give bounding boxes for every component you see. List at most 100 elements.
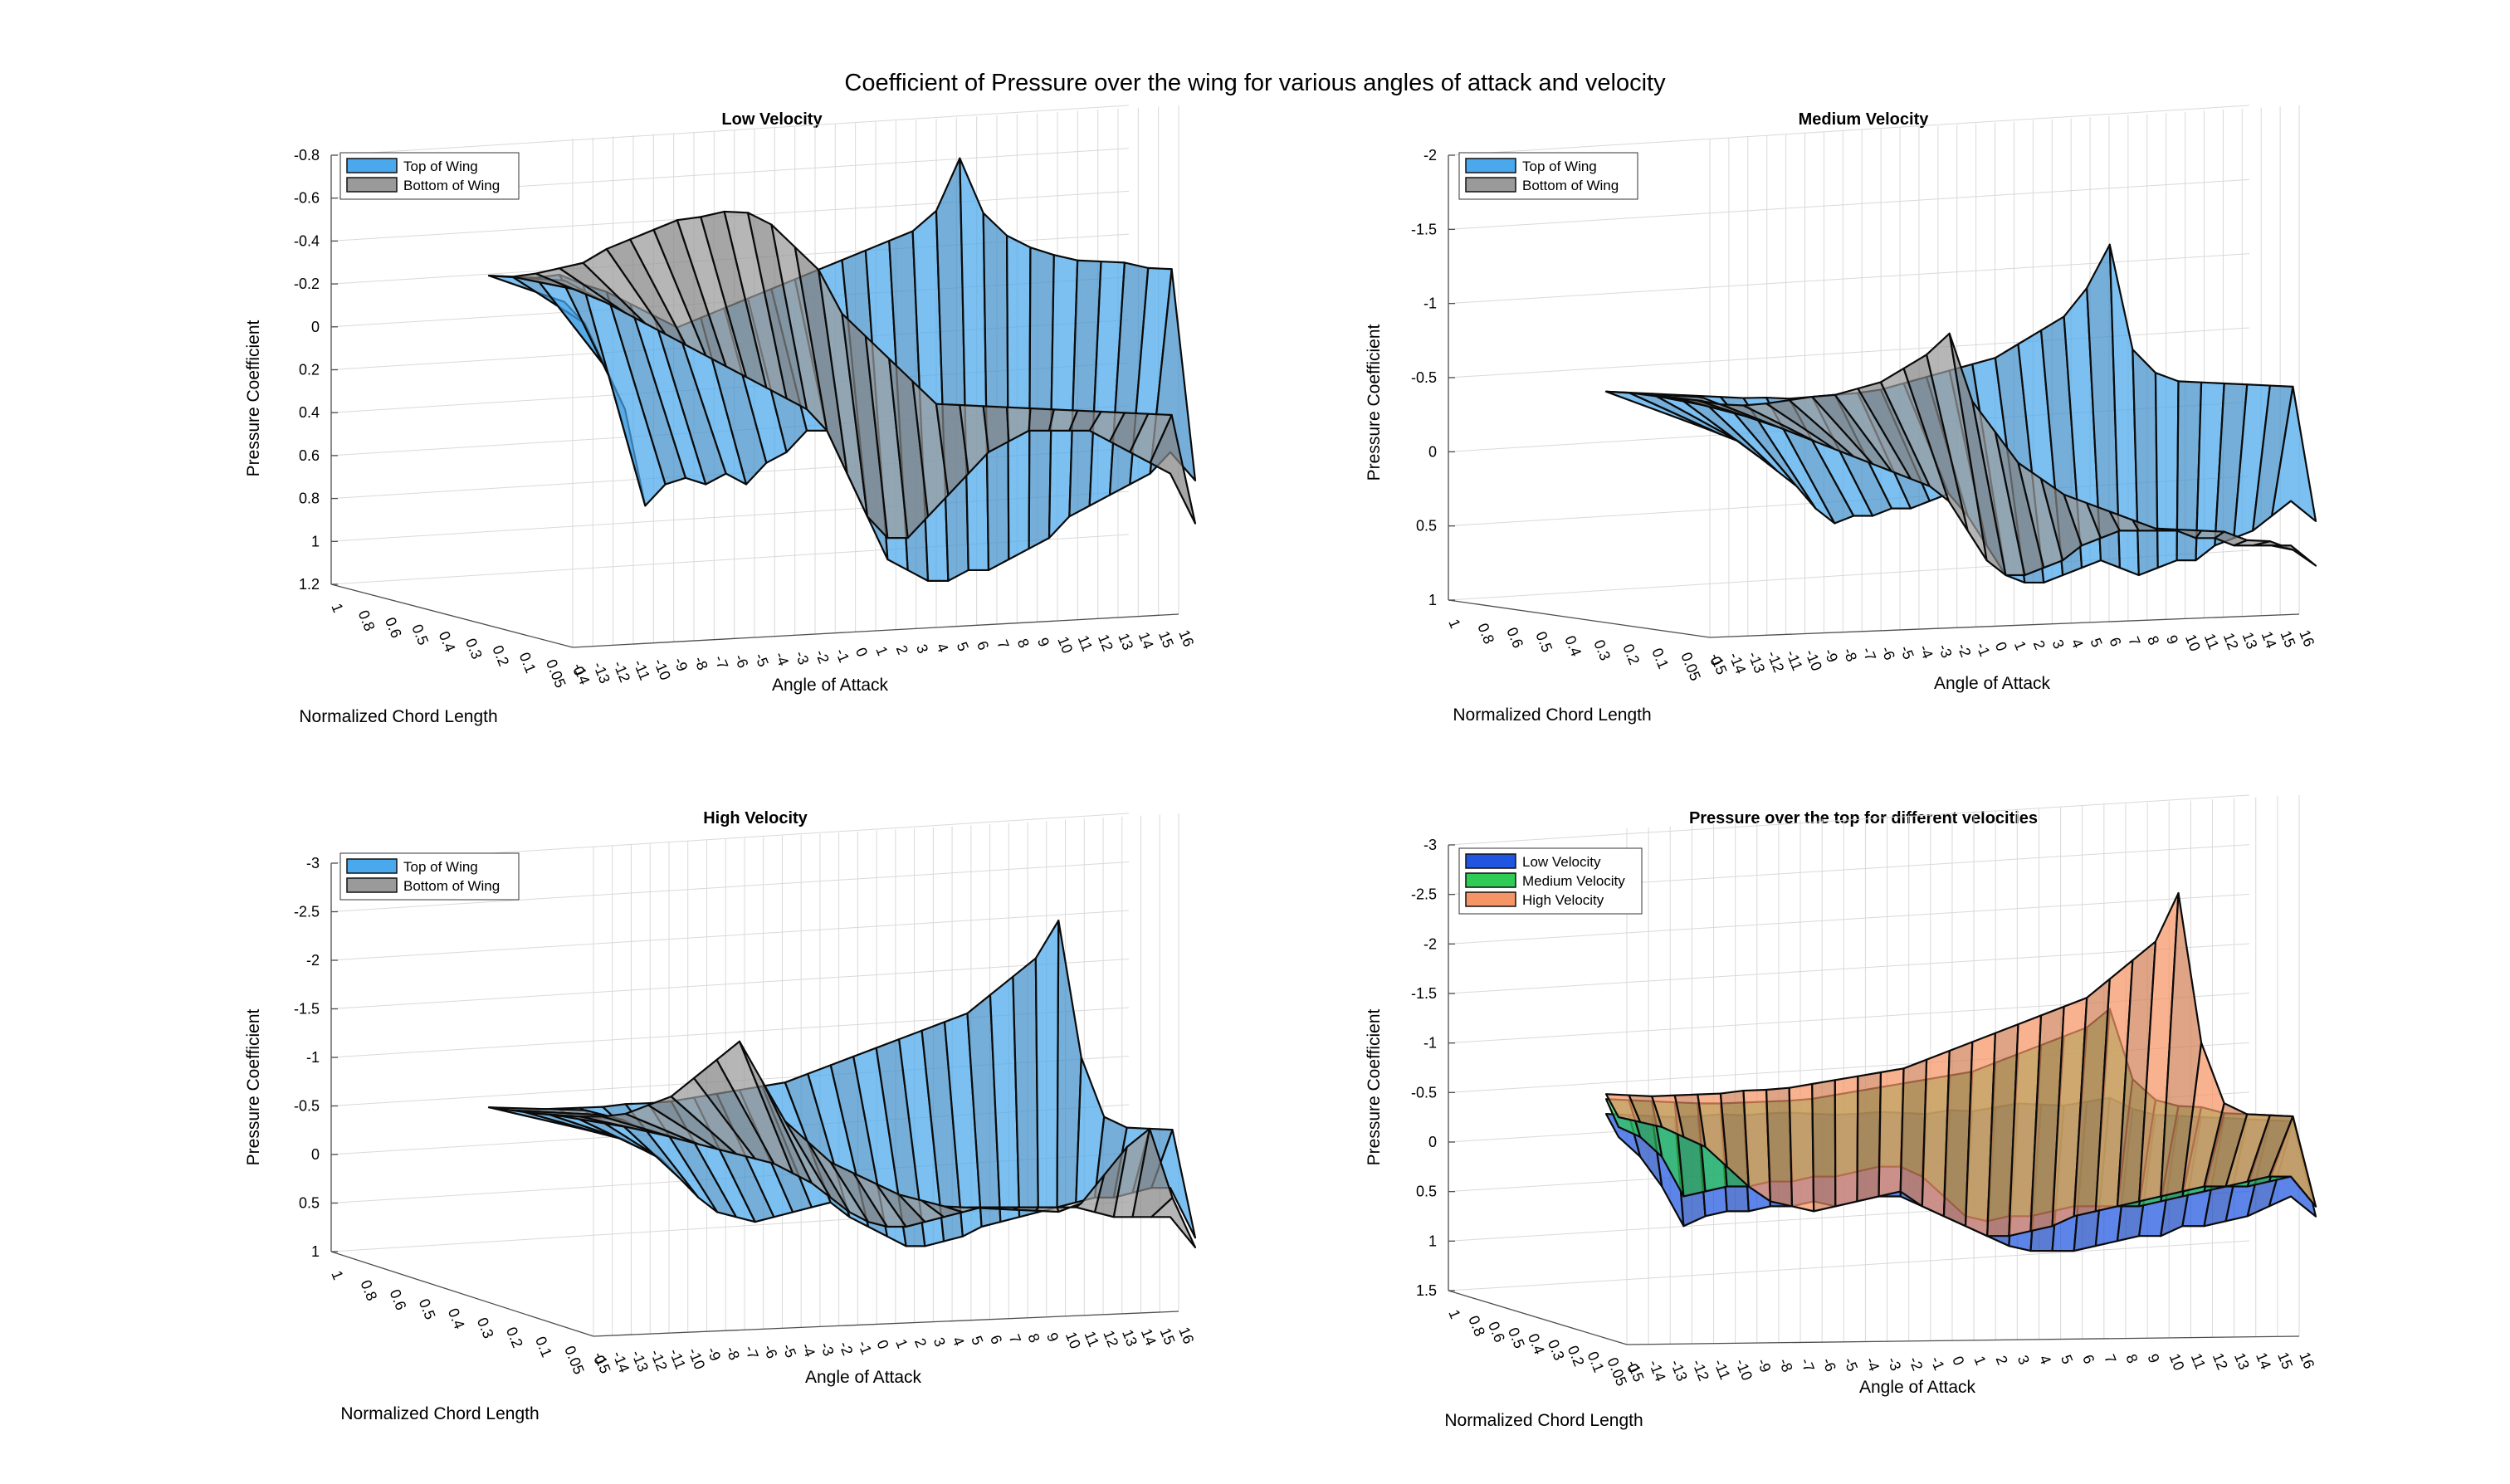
z-tick-label: 1.5 <box>1416 1282 1437 1299</box>
angle-tick-label: -12 <box>1764 648 1787 675</box>
surface-bottom-of-wing <box>1604 332 2317 577</box>
surface-bottom-of-wing <box>487 1040 1197 1249</box>
surface-panel <box>2270 544 2317 567</box>
chord-tick-label: 0.6 <box>1485 1319 1508 1345</box>
chord-axis-line <box>1448 599 1711 638</box>
z-tick-label: 1 <box>311 533 320 549</box>
z-tick-label: -0.5 <box>1411 1084 1437 1101</box>
z-tick-label: -1.5 <box>294 1001 320 1018</box>
angle-tick-label: 12 <box>2220 631 2242 652</box>
angle-tick-label: 14 <box>2258 629 2279 651</box>
z-tick-label: -0.4 <box>294 232 320 249</box>
surface-bottom-of-wing <box>487 210 1197 539</box>
chord-tick-label: 0.1 <box>532 1334 555 1360</box>
z-tick-label: -2 <box>1423 147 1437 164</box>
legend-label: High Velocity <box>1522 892 1604 908</box>
surface-panel <box>1149 413 1197 525</box>
angle-tick-label: -8 <box>691 654 711 672</box>
z-tick-label: -1 <box>1423 295 1437 312</box>
surface-panel <box>2268 1115 2317 1208</box>
angle-tick-label: -9 <box>1821 647 1842 665</box>
angle-tick-label: -10 <box>651 657 674 683</box>
angle-tick-label: -11 <box>1783 647 1806 672</box>
angle-tick-label: -7 <box>711 653 732 671</box>
angle-tick-label: 9 <box>2144 1351 2162 1365</box>
angle-tick-label: 2 <box>911 1336 930 1350</box>
z-tick-label: -0.2 <box>294 276 320 292</box>
angle-tick-label: -5 <box>779 1341 800 1360</box>
angle-tick-label: 2 <box>2030 638 2049 652</box>
angle-tick-label: -10 <box>1802 647 1825 673</box>
surface-panel <box>2270 385 2317 523</box>
subplot-high-velocity: High Velocity-3-2.5-2-1.5-1-0.500.5110.8… <box>244 809 1197 1423</box>
angle-tick-label: -3 <box>817 1340 837 1358</box>
angle-tick-label: -15 <box>590 1350 613 1376</box>
legend-label: Bottom of Wing <box>403 878 500 894</box>
z-tick-label: -0.5 <box>1411 369 1437 386</box>
subplot-velocity-comparison: Pressure over the top for different velo… <box>1365 794 2317 1430</box>
chord-tick-label: 0.3 <box>1590 637 1614 663</box>
chord-tick-label: 0.8 <box>355 608 378 633</box>
angle-tick-label: -3 <box>1935 642 1956 660</box>
angle-tick-label: -9 <box>1754 1356 1775 1374</box>
legend-swatch <box>346 877 398 893</box>
angle-tick-label: -14 <box>609 1349 632 1375</box>
angle-tick-label: -4 <box>1916 642 1936 661</box>
angle-axis-label: Angle of Attack <box>805 1368 922 1387</box>
angle-tick-label: 7 <box>1006 1332 1024 1346</box>
angle-tick-label: 4 <box>933 641 951 655</box>
chord-axis-line <box>330 1251 594 1337</box>
legend-label: Low Velocity <box>1522 854 1601 870</box>
angle-tick-label: 2 <box>1992 1354 2010 1368</box>
angle-tick-label: 15 <box>1157 1325 1179 1347</box>
angle-tick-label: -12 <box>610 658 633 685</box>
grid-line <box>1448 794 2250 846</box>
legend-swatch <box>1465 177 1516 193</box>
grid-line <box>1448 943 2250 994</box>
angle-tick-label: -4 <box>798 1340 818 1359</box>
surface-panel <box>982 212 1010 572</box>
z-tick-label: -1 <box>1423 1035 1437 1052</box>
z-tick-label: 0 <box>311 319 320 335</box>
z-tick-label: 0.5 <box>299 1195 320 1212</box>
surface-panel <box>1034 1206 1060 1213</box>
angle-tick-label: -2 <box>836 1339 857 1357</box>
grid-line <box>1448 1240 2250 1291</box>
angle-tick-label: 9 <box>1034 635 1052 649</box>
legend-swatch <box>1465 853 1516 869</box>
z-tick-label: -0.8 <box>294 147 320 164</box>
legend-label: Bottom of Wing <box>1522 178 1619 193</box>
angle-tick-label: 8 <box>1014 637 1033 651</box>
angle-tick-label: -7 <box>1797 1355 1818 1374</box>
chord-tick-label: 0.1 <box>1648 646 1672 671</box>
chord-tick-label: 0.3 <box>462 636 486 661</box>
angle-tick-label: -7 <box>1859 645 1880 663</box>
legend: Top of Wing Bottom of Wing <box>339 852 520 901</box>
angle-tick-label: 15 <box>2277 628 2298 650</box>
angle-tick-label: 13 <box>2239 630 2261 652</box>
angle-tick-label: 14 <box>1135 630 1157 652</box>
surface-panel <box>1765 1086 1794 1208</box>
angle-tick-label: 5 <box>954 640 972 654</box>
angle-tick-label: 16 <box>1175 1325 1197 1346</box>
angle-tick-label: -2 <box>1906 1355 1926 1373</box>
angle-tick-label: 4 <box>949 1335 967 1349</box>
angle-tick-label: 6 <box>2079 1352 2097 1366</box>
surface-panel <box>1005 234 1032 561</box>
angle-tick-label: -14 <box>1645 1358 1668 1384</box>
chord-tick-label: 0.2 <box>1565 1343 1588 1369</box>
angle-tick-label: 12 <box>1095 632 1116 653</box>
legend-label: Bottom of Wing <box>403 178 500 193</box>
legend-swatch <box>346 858 398 874</box>
angle-tick-label: 6 <box>2106 635 2124 649</box>
chord-tick-label: 0.2 <box>503 1325 526 1350</box>
angle-tick-label: -4 <box>772 650 793 668</box>
angle-tick-label: 7 <box>2101 1352 2119 1366</box>
z-tick-label: 1.2 <box>299 576 320 593</box>
angle-tick-label: 13 <box>1115 631 1136 652</box>
angle-tick-label: -5 <box>1841 1355 1862 1374</box>
legend: Low Velocity Medium Velocity High Velocity <box>1458 847 1643 915</box>
z-tick-label: -0.5 <box>294 1098 320 1115</box>
angle-tick-label: -1 <box>833 647 853 665</box>
angle-tick-label: 11 <box>1082 1329 1103 1350</box>
